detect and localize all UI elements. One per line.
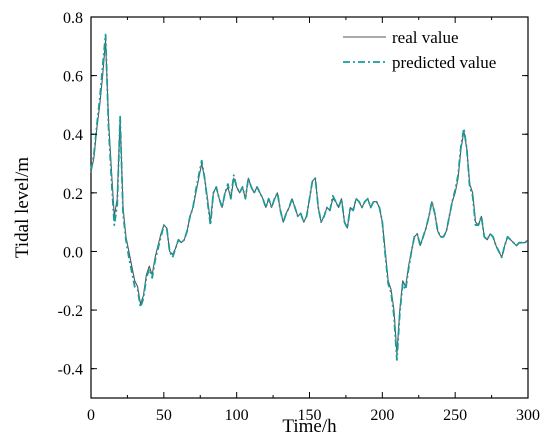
x-tick-label: 0	[87, 407, 95, 424]
y-axis-label: Tidal level/m	[12, 157, 33, 258]
y-tick-label: 0.4	[63, 127, 83, 144]
legend-label-predicted-value: predicted value	[392, 53, 496, 72]
x-tick-label: 50	[156, 407, 172, 424]
x-tick-label: 200	[370, 407, 394, 424]
y-tick-label: 0.2	[63, 186, 83, 203]
y-tick-label: -0.4	[58, 362, 83, 379]
y-tick-label: -0.2	[58, 303, 83, 320]
y-tick-label: 0.6	[63, 69, 83, 86]
y-tick-label: 0.8	[63, 10, 83, 27]
y-tick-label: 0.0	[63, 244, 83, 261]
x-axis-label: Time/h	[282, 416, 337, 437]
legend-label-real-value: real value	[392, 28, 459, 47]
x-tick-label: 100	[225, 407, 249, 424]
x-tick-label: 250	[443, 407, 467, 424]
x-tick-label: 300	[516, 407, 540, 424]
x-tick-label: 150	[298, 407, 322, 424]
series-line-predicted-value	[90, 33, 529, 361]
